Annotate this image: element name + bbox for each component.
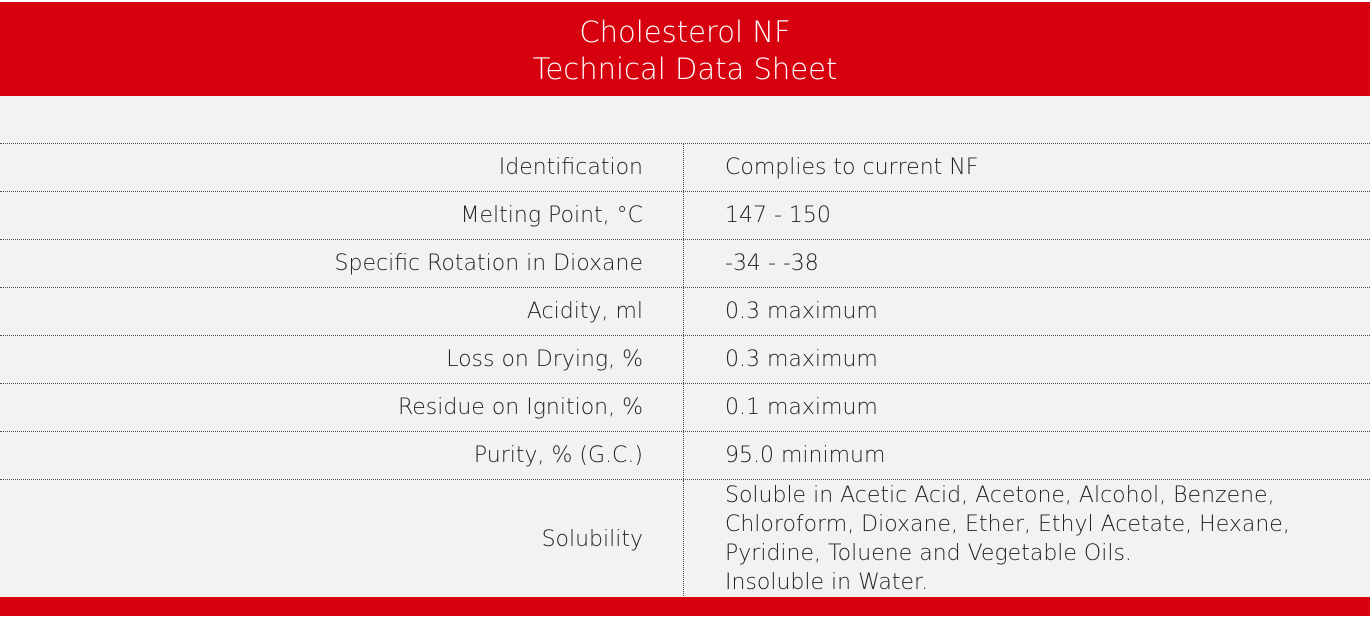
table-row: Specific Rotation in Dioxane -34 - -38	[0, 239, 1370, 287]
spec-value: Soluble in Acetic Acid, Acetone, Alcohol…	[684, 480, 1370, 598]
solubility-line: Pyridine, Toluene and Vegetable Oils.	[725, 541, 1132, 566]
header-spacer	[0, 96, 1370, 143]
table-row: Identification Complies to current NF	[0, 143, 1370, 191]
spec-value: Complies to current NF	[725, 155, 979, 180]
spec-label: Identification	[0, 144, 684, 191]
solubility-line: Insoluble in Water.	[725, 570, 929, 595]
spec-label: Melting Point, °C	[0, 192, 684, 239]
spec-label: Specific Rotation in Dioxane	[0, 240, 684, 287]
footer-bar	[0, 597, 1370, 616]
spec-label: Solubility	[0, 480, 684, 598]
spec-label: Loss on Drying, %	[0, 336, 684, 383]
solubility-line: Chloroform, Dioxane, Ether, Ethyl Acetat…	[725, 512, 1290, 537]
table-row: Solubility Soluble in Acetic Acid, Aceto…	[0, 479, 1370, 598]
spec-value: -34 - -38	[725, 251, 819, 276]
specifications-table: Identification Complies to current NF Me…	[0, 143, 1370, 598]
solubility-text: Soluble in Acetic Acid, Acetone, Alcohol…	[725, 481, 1290, 597]
table-row: Residue on Ignition, % 0.1 maximum	[0, 383, 1370, 431]
spec-label: Purity, % (G.C.)	[0, 432, 684, 479]
sheet-subtitle: Technical Data Sheet	[532, 52, 838, 86]
spec-label: Residue on Ignition, %	[0, 384, 684, 431]
spec-value: 95.0 minimum	[725, 443, 886, 468]
table-row: Loss on Drying, % 0.3 maximum	[0, 335, 1370, 383]
spec-value: 147 - 150	[725, 203, 831, 228]
table-row: Purity, % (G.C.) 95.0 minimum	[0, 431, 1370, 479]
sheet-header: Cholesterol NF Technical Data Sheet	[0, 2, 1370, 96]
spec-value: 0.3 maximum	[725, 299, 878, 324]
table-row: Acidity, ml 0.3 maximum	[0, 287, 1370, 335]
spec-value: 0.3 maximum	[725, 347, 878, 372]
table-row: Melting Point, °C 147 - 150	[0, 191, 1370, 239]
product-title: Cholesterol NF	[579, 15, 791, 49]
spec-value: 0.1 maximum	[725, 395, 878, 420]
spec-label: Acidity, ml	[0, 288, 684, 335]
solubility-line: Soluble in Acetic Acid, Acetone, Alcohol…	[725, 483, 1275, 508]
